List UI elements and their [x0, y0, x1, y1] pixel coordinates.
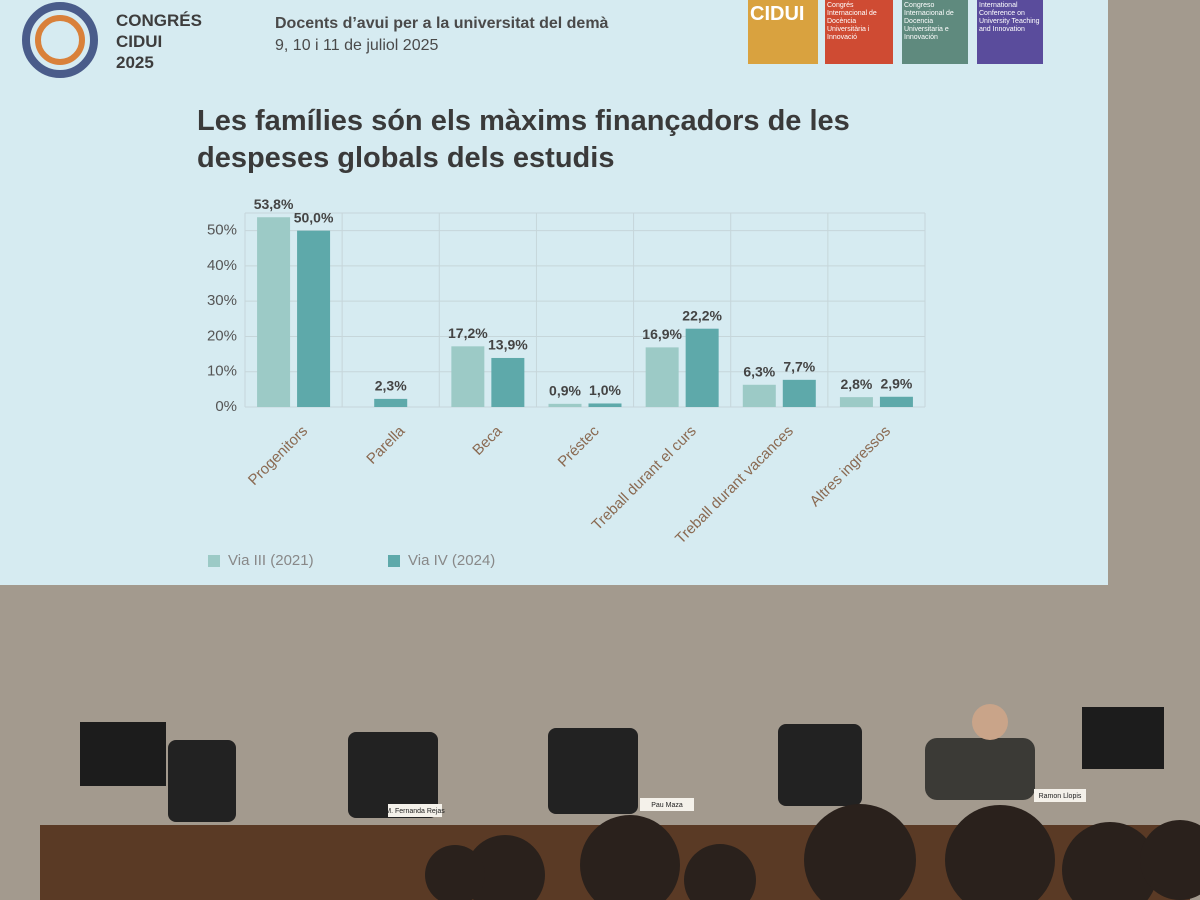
name-plate [640, 798, 694, 811]
projection-screen [0, 0, 1108, 585]
congress-line: CIDUI [116, 32, 163, 51]
legend-label: Via III (2021) [228, 552, 314, 569]
name-plate [1034, 789, 1086, 802]
tagline: Docents d’avui per a la universitat del … [275, 15, 609, 32]
logo: International Conference on University T… [977, 0, 1043, 64]
bar [685, 328, 719, 407]
logo: Congreso Internacional de Docencia Unive… [902, 0, 968, 64]
value-label: 2,8% [840, 376, 872, 392]
chart-title: Les famílies són els màxims finançadors … [197, 105, 850, 174]
y-tick-label: 0% [215, 398, 237, 415]
name-plate [388, 804, 442, 817]
bar [451, 346, 485, 407]
value-label: 0,9% [549, 383, 581, 399]
y-tick-label: 30% [207, 292, 237, 309]
value-label: 50,0% [294, 209, 334, 225]
value-label: 16,9% [642, 326, 682, 342]
bar [782, 379, 816, 407]
bar [491, 357, 525, 407]
y-tick-label: 20% [207, 327, 237, 344]
bar [374, 398, 408, 407]
name-plate-text: M. Fernanda Rejas [385, 808, 445, 815]
value-label: 1,0% [589, 382, 621, 398]
congress-line: CONGRÉS [116, 11, 202, 30]
monitor [1082, 707, 1164, 769]
chair [548, 728, 638, 814]
legend-swatch [208, 555, 220, 567]
legend-swatch [388, 555, 400, 567]
monitor [80, 722, 166, 786]
logo-ring [35, 15, 85, 65]
value-label: 17,2% [448, 325, 488, 341]
logo: Congrés Internacional de Docència Univer… [825, 0, 893, 64]
chair [348, 732, 438, 818]
bar [297, 230, 331, 407]
bar [839, 397, 873, 407]
congress-name: CONGRÉS CIDUI 2025 [116, 10, 202, 73]
y-tick-label: 40% [207, 257, 237, 274]
name-plate-text: Pau Maza [651, 802, 683, 809]
bar [588, 403, 622, 407]
logo-ring [22, 2, 98, 78]
dates: 9, 10 i 11 de juliol 2025 [275, 37, 439, 54]
value-label: 53,8% [254, 196, 294, 212]
name-plate-text: Ramon Llopis [1039, 793, 1082, 800]
value-label: 13,9% [488, 337, 528, 353]
speaker [925, 738, 1035, 800]
chair [778, 724, 862, 806]
value-label: 7,7% [783, 359, 815, 375]
bar [742, 384, 776, 407]
y-tick-label: 50% [207, 222, 237, 239]
bar [548, 403, 582, 407]
bar [879, 396, 913, 407]
value-label: 2,9% [880, 375, 912, 391]
speaker-head [972, 704, 1008, 740]
congress-line: 2025 [116, 53, 154, 72]
bar [645, 347, 679, 407]
logo: CIDUI [748, 0, 818, 64]
value-label: 2,3% [375, 378, 407, 394]
chair [168, 740, 236, 822]
value-label: 6,3% [743, 363, 775, 379]
value-label: 22,2% [682, 307, 722, 323]
y-tick-label: 10% [207, 363, 237, 380]
audience [425, 804, 1200, 900]
legend-label: Via IV (2024) [408, 552, 495, 569]
bar [257, 217, 291, 407]
